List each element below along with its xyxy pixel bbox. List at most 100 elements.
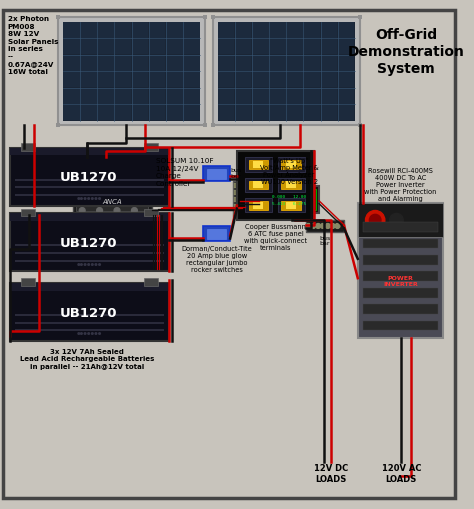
Bar [358,16,362,20]
Bar [234,211,239,216]
Bar [21,278,35,287]
Text: bus
bar: bus bar [230,167,242,178]
Bar [358,204,443,338]
Bar [64,56,80,72]
Bar [207,169,226,179]
Bar [218,40,234,55]
Bar [218,56,234,72]
Bar [338,23,355,39]
Bar [149,73,165,88]
Bar [15,322,164,324]
Bar [270,89,286,104]
Bar [149,105,165,121]
Bar [252,40,269,55]
Text: 0.000   12.00: 0.000 12.00 [272,194,306,199]
Text: 120V AC
LOADS: 120V AC LOADS [382,463,421,483]
Bar [166,40,182,55]
Bar [338,105,355,121]
Text: ANCA: ANCA [102,199,122,205]
Bar [321,56,337,72]
Bar [286,182,296,189]
Bar [363,222,438,232]
Bar [9,214,169,222]
Bar [252,23,269,39]
Bar [321,105,337,121]
Bar [183,40,200,55]
Bar [304,89,320,104]
Bar [15,315,164,316]
Bar [56,16,60,20]
Bar [115,40,131,55]
Bar [9,148,169,156]
Circle shape [97,208,102,214]
Bar [81,40,97,55]
Bar [321,73,337,88]
Bar [98,23,114,39]
Text: ●●●●●●●: ●●●●●●● [76,196,101,201]
Bar [363,288,438,298]
Bar [203,124,207,128]
Text: 12V DC
LOADS: 12V DC LOADS [314,463,348,483]
Bar [213,18,360,126]
Bar [287,23,303,39]
Bar [183,89,200,104]
Bar [277,158,305,173]
Bar [234,191,239,195]
Bar [338,56,355,72]
Circle shape [369,215,381,227]
Bar [235,73,251,88]
Text: ●●●●●●●: ●●●●●●● [76,332,101,335]
Bar [270,56,286,72]
Circle shape [306,224,311,229]
Bar [15,194,164,196]
Bar [270,23,286,39]
Bar [358,124,362,128]
Bar [166,56,182,72]
Bar [211,16,215,20]
Bar [21,144,35,151]
Bar [252,105,269,121]
Bar [56,124,60,128]
Circle shape [79,208,85,214]
Bar [235,105,251,121]
Bar [304,105,320,121]
Bar [183,73,200,88]
Bar [64,105,80,121]
Bar [287,73,303,88]
Bar [321,89,337,104]
Bar [166,73,182,88]
Bar [183,56,200,72]
Bar [363,272,438,281]
Bar [287,105,303,121]
Bar [252,73,269,88]
Bar [98,56,114,72]
Bar [15,187,164,189]
Bar [132,23,148,39]
Bar [132,105,148,121]
Bar [237,151,314,221]
Bar [81,105,97,121]
Bar [144,209,158,217]
Bar [115,23,131,39]
Bar [233,181,240,218]
Bar [286,203,296,209]
Bar [306,221,344,232]
Bar [363,239,438,249]
Bar [15,252,164,254]
Bar [253,162,263,168]
Text: SOLSUM 10.10F
10A 12/24V
Charge
Controller: SOLSUM 10.10F 10A 12/24V Charge Controll… [155,158,213,186]
Bar [64,89,80,104]
Bar [270,105,286,121]
Bar [252,56,269,72]
Bar [132,89,148,104]
Circle shape [330,224,335,229]
Bar [218,73,234,88]
Bar [183,23,200,39]
Bar [358,204,443,237]
Bar [9,214,169,272]
Bar [166,23,182,39]
Bar [166,89,182,104]
Bar [9,284,169,342]
Text: 2x Photon
PM008
8W 12V
Solar Panels
in series
--
0.67A@24V
16W total: 2x Photon PM008 8W 12V Solar Panels in s… [8,16,58,74]
Bar [15,245,164,247]
